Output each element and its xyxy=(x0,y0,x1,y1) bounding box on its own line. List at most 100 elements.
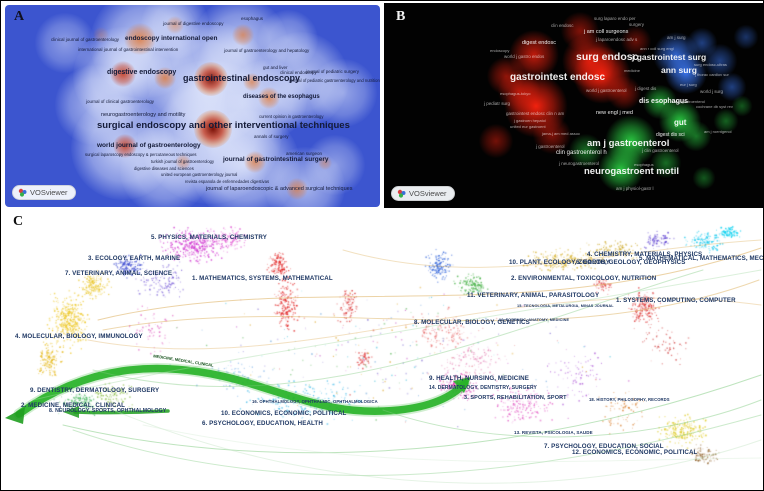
journal-label: 5. PHYSICS, MATERIALS, CHEMISTRY xyxy=(151,234,267,241)
journal-label: world j gastro endos xyxy=(504,54,545,59)
journal-label: 6. PSYCHOLOGY, EDUCATION, HEALTH xyxy=(202,420,323,427)
journal-label: am j physiol-gastr l xyxy=(616,186,654,191)
vosviewer-logo: VOSviewer xyxy=(12,185,76,200)
vosviewer-logo-label: VOSviewer xyxy=(30,188,68,197)
journal-label: am j surg xyxy=(667,35,686,40)
vosviewer-logo: VOSviewer xyxy=(391,186,455,201)
journal-label: clin endosc xyxy=(551,23,574,28)
journal-label: journal of clinical gastroenterology xyxy=(86,99,155,104)
journal-label: j gastroen hepatol xyxy=(514,118,546,123)
panel-a-density-map: A VOSviewer journal of digestive endosco… xyxy=(5,5,380,207)
density-blob xyxy=(35,13,95,73)
journal-label: j gastroenterol xyxy=(536,144,565,149)
journal-label: 16. OPHTHALMOLOGY, OPHTHALMIC, OPHTHALMO… xyxy=(252,399,378,404)
journal-label: united european gastroenterology journal xyxy=(161,172,238,177)
journal-label: gut xyxy=(674,118,687,127)
journal-label: 3. ECOLOGY, EARTH, MARINE xyxy=(88,255,181,262)
journal-label: am j roentgenol xyxy=(704,129,732,134)
journal-label: j laparoendosc adv s xyxy=(596,37,638,42)
journal-label: 13. REVISTA, PSICOLOGIA, SAUDE xyxy=(514,430,593,435)
journal-label: medicine xyxy=(624,68,641,73)
journal-label: new engl j med xyxy=(596,110,633,116)
vosviewer-logo-label: VOSviewer xyxy=(409,189,447,198)
density-blob xyxy=(232,24,254,46)
journal-label: cochrane db syst rev xyxy=(696,104,733,109)
journal-label: world j gastroenterol xyxy=(586,88,627,93)
density-blob xyxy=(731,95,753,117)
panel-c-dual-map-overlay: C MEDICINE, MEDICAL, CLINICAL 5. PHYSICS,… xyxy=(3,210,763,488)
journal-label: journal of gastroenterology and hepatolo… xyxy=(224,48,310,53)
panel-b-cluster-map: B VOSviewer surg laparo endo per surgery c… xyxy=(384,3,763,208)
vosviewer-logo-icon xyxy=(397,189,406,198)
journal-label: world journal of gastroenterology xyxy=(97,142,201,149)
journal-label: surg endosc xyxy=(576,51,639,63)
journal-label: 10. ECONOMICS, ECONOMIC, POLITICAL xyxy=(221,410,347,417)
panel-b-letter: B xyxy=(396,9,406,24)
journal-label: neurogastroent motil xyxy=(584,166,680,177)
journal-label: j gastrointest surg xyxy=(632,52,707,62)
density-blob xyxy=(733,24,759,50)
journal-label: esophagus xyxy=(241,16,264,21)
journal-label: 14. DERMATOLOGY, DENTISTRY, SURGERY xyxy=(429,385,537,391)
journal-label: j digest dis xyxy=(635,86,657,91)
journal-label: surgical laparoscopy endoscopy & percuta… xyxy=(85,152,197,157)
density-blob xyxy=(258,10,318,70)
journal-label: endoscopy xyxy=(490,48,510,53)
journal-label: 7. VETERINARY, ANIMAL, SCIENCE xyxy=(65,270,173,277)
journal-label: 1. MATHEMATICS, SYSTEMS, MATHEMATICAL xyxy=(192,275,333,282)
journal-label: journal of pediatric gastroenterology an… xyxy=(289,78,380,83)
journal-label: american surgeon xyxy=(286,151,323,156)
vosviewer-logo-icon xyxy=(18,188,27,197)
journal-label: clinical journal of gastroenterology xyxy=(51,37,120,42)
journal-label: world j surg xyxy=(700,89,724,94)
journal-label: surgical endoscopy and other interventio… xyxy=(97,120,350,131)
journal-label: gastrointestinal endoscopy xyxy=(183,73,301,83)
journal-label: 8. MOLECULAR, BIOLOGY, GENETICS xyxy=(414,319,530,326)
journal-label: turkish journal of gastroenterology xyxy=(151,159,215,164)
journal-label: 9. DENTISTRY, DERMATOLOGY, SURGERY xyxy=(30,387,160,394)
journal-label: ann r coll surg engl xyxy=(640,46,674,51)
journal-label: journal of gastrointestinal surgery xyxy=(223,156,329,163)
journal-label: digestive endoscopy xyxy=(107,69,177,76)
journal-label: esophagus-tokyo xyxy=(500,91,531,96)
journal-label: diseases of the esophagus xyxy=(243,94,320,100)
journal-label: ann surg xyxy=(661,65,697,75)
journal-label: journal of pediatric surgery xyxy=(306,69,360,74)
journal-label: annals of surgery xyxy=(254,134,289,139)
journal-label: 1. SYSTEMS, COMPUTING, COMPUTER xyxy=(616,297,736,304)
journal-label: 8. NEUROLOGY, SPORTS, OPHTHALMOLOGY xyxy=(49,408,167,414)
journal-label: gastrointest endosc xyxy=(510,72,606,83)
journal-label: digest endosc xyxy=(522,40,556,46)
journal-label: j clin gastroenterol xyxy=(642,148,679,153)
journal-label: surgery xyxy=(629,22,645,27)
journal-label: 11. VETERINARY, ANIMAL, PARASITOLOGY xyxy=(467,292,600,299)
journal-label: gastrointest endosc clin n am xyxy=(506,111,565,116)
journal-label: 12. ECONOMICS, ECONOMIC, POLITICAL xyxy=(572,449,698,456)
journal-label: surg endosc-ultras xyxy=(694,62,727,67)
panel-a-letter: A xyxy=(14,9,25,24)
journal-label: 3. SPORTS, REHABILITATION, SPORT xyxy=(464,395,567,401)
journal-label: international journal of gastrointestina… xyxy=(78,47,179,52)
panel-c-letter: C xyxy=(13,214,24,229)
journal-label: j am coll surgeons xyxy=(584,29,629,35)
journal-label: 6. EARTH, GEOLOGY, GEOPHYSICS xyxy=(576,259,686,266)
journal-label: journal of laparoendoscopic & advanced s… xyxy=(206,186,353,192)
journal-label: neurogastroenterology and motility xyxy=(101,112,186,118)
density-blob xyxy=(55,65,135,145)
journal-label: jama-j am med assoc xyxy=(542,131,581,136)
journal-label: 18. HISTORY, PHILOSOPHY, RECORDS xyxy=(589,397,670,402)
journal-label: clin gastroenterol h xyxy=(556,150,607,156)
journal-label: journal of digestive endoscopy xyxy=(163,21,224,26)
journal-label: 2. ENVIRONMENTAL, TOXICOLOGY, NUTRITION xyxy=(511,275,657,282)
journal-label: 4. MOLECULAR, BIOLOGY, IMMUNOLOGY xyxy=(15,333,143,340)
journal-label: 16. FORENSIC, ANATOMY, MEDICINE xyxy=(499,318,570,322)
journal-label: united eur gastroent xyxy=(510,124,546,129)
journal-label: 15. TECNOLOGIA, METALURGIA, MINAS JOURNA… xyxy=(517,304,614,308)
journal-label: eur j surg xyxy=(680,82,697,87)
journal-label: revista espanola de enfermedades digesti… xyxy=(185,179,270,184)
journal-label: j thorac cardiov sur xyxy=(695,72,729,77)
journal-label: 9. HEALTH, NURSING, MEDICINE xyxy=(429,375,529,382)
journal-label: current opinion in gastroenterology xyxy=(259,114,324,119)
density-blob xyxy=(478,123,514,159)
